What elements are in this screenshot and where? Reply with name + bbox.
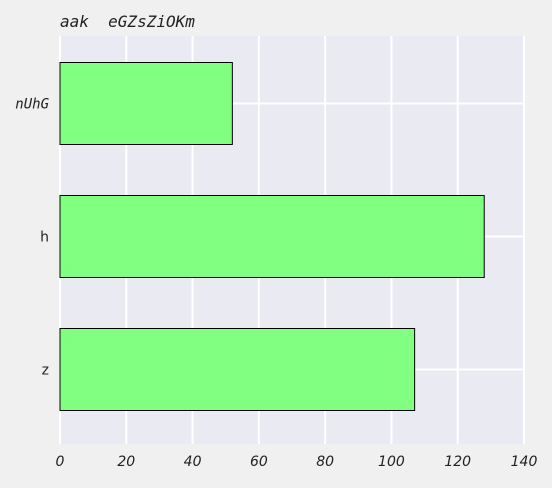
y-tick-label-z: z — [42, 363, 49, 379]
x-tick-label-80: 80 — [316, 454, 334, 470]
x-tick-labels: 0 20 40 60 80 100 120 140 — [56, 454, 538, 470]
y-tick-label-h: h — [40, 230, 49, 246]
x-tick-label-140: 140 — [511, 454, 538, 470]
bars — [59, 62, 485, 411]
bar-nUhG — [59, 62, 233, 145]
bar-z — [59, 328, 416, 411]
chart-title: aak eGZsZiOKm — [60, 12, 195, 31]
y-tick-labels: nUhG h z — [15, 97, 49, 379]
x-tick-label-120: 120 — [444, 454, 471, 470]
x-tick-label-60: 60 — [250, 454, 268, 470]
y-tick-label-nUhG: nUhG — [15, 97, 49, 113]
x-tick-label-0: 0 — [56, 454, 65, 470]
x-tick-label-100: 100 — [378, 454, 405, 470]
bar-h — [59, 195, 485, 278]
x-tick-label-40: 40 — [184, 454, 202, 470]
x-tick-label-20: 20 — [117, 454, 135, 470]
